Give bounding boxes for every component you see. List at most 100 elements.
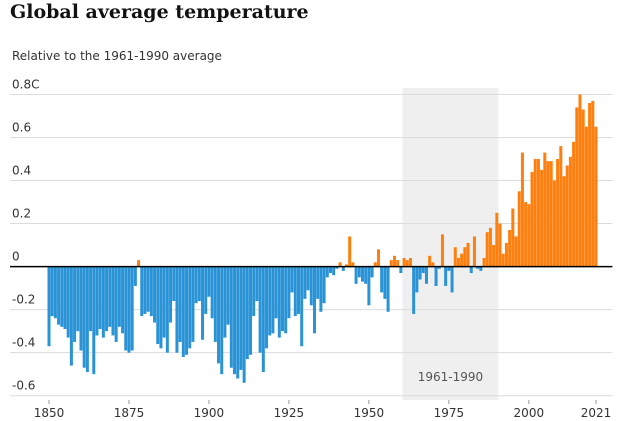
bar bbox=[73, 266, 77, 342]
bar bbox=[239, 266, 243, 370]
bar bbox=[412, 266, 416, 314]
bar bbox=[85, 266, 89, 373]
bar bbox=[204, 266, 208, 314]
bar bbox=[437, 266, 441, 269]
chart-title: Global average temperature bbox=[10, 1, 309, 23]
bar bbox=[524, 202, 528, 267]
bar bbox=[421, 266, 425, 274]
bar bbox=[405, 260, 409, 267]
bar bbox=[482, 257, 486, 267]
bar bbox=[476, 266, 480, 269]
bar bbox=[360, 266, 364, 282]
y-tick-label: -0.6 bbox=[12, 379, 35, 393]
bar bbox=[124, 266, 128, 351]
bar bbox=[354, 266, 358, 284]
bar bbox=[543, 152, 547, 267]
bar bbox=[197, 266, 201, 302]
bar bbox=[527, 204, 531, 267]
bar bbox=[495, 212, 499, 267]
y-tick-label: -0.4 bbox=[12, 336, 35, 350]
bar bbox=[245, 266, 249, 360]
bar bbox=[338, 262, 342, 267]
bar bbox=[149, 266, 153, 317]
bar bbox=[415, 266, 419, 293]
bar bbox=[105, 266, 109, 332]
bar bbox=[466, 242, 470, 267]
bar bbox=[498, 223, 502, 267]
bar bbox=[341, 266, 345, 271]
bar bbox=[98, 266, 102, 329]
bar bbox=[392, 255, 396, 267]
bar bbox=[226, 266, 230, 325]
bar bbox=[322, 266, 326, 304]
bar bbox=[207, 266, 211, 297]
bar bbox=[348, 236, 352, 267]
y-tick-label: -0.2 bbox=[12, 293, 35, 307]
y-tick-label: 0.2 bbox=[12, 207, 31, 221]
bar bbox=[111, 266, 115, 336]
bar bbox=[376, 249, 380, 267]
bar bbox=[153, 266, 157, 323]
bar bbox=[121, 266, 125, 334]
reference-band bbox=[402, 88, 499, 400]
bar bbox=[428, 255, 432, 267]
bar bbox=[297, 266, 301, 314]
bar bbox=[367, 266, 371, 306]
bar bbox=[380, 266, 384, 293]
bar bbox=[146, 266, 150, 312]
bar bbox=[233, 266, 237, 375]
bar bbox=[479, 266, 483, 271]
bar bbox=[364, 266, 368, 284]
bar bbox=[277, 266, 281, 338]
bar bbox=[399, 266, 403, 274]
bar bbox=[520, 152, 524, 267]
bar bbox=[229, 266, 233, 368]
bar bbox=[389, 260, 393, 267]
bar bbox=[578, 94, 582, 267]
bar bbox=[575, 107, 579, 267]
bar bbox=[50, 266, 54, 317]
bar bbox=[588, 103, 592, 267]
bar bbox=[82, 266, 86, 368]
bar bbox=[504, 242, 508, 267]
x-tick-label: 1925 bbox=[274, 406, 305, 420]
bar bbox=[242, 266, 246, 383]
bar bbox=[431, 262, 435, 267]
bar bbox=[303, 266, 307, 299]
bar bbox=[565, 165, 569, 267]
bar bbox=[89, 266, 93, 332]
bar bbox=[424, 266, 428, 284]
bar bbox=[284, 266, 288, 334]
bar bbox=[536, 159, 540, 267]
bar bbox=[287, 266, 291, 319]
bar bbox=[434, 266, 438, 286]
bar bbox=[517, 191, 521, 267]
bar bbox=[463, 247, 467, 267]
bar bbox=[223, 266, 227, 338]
bar bbox=[236, 266, 240, 379]
bar bbox=[328, 266, 332, 274]
bar bbox=[351, 262, 355, 267]
y-tick-label: 0 bbox=[12, 250, 20, 264]
bar bbox=[485, 232, 489, 267]
bar bbox=[57, 266, 61, 325]
x-tick-label: 1875 bbox=[114, 406, 145, 420]
bar bbox=[444, 266, 448, 286]
bar bbox=[76, 266, 80, 332]
bar bbox=[281, 266, 285, 332]
bar bbox=[501, 253, 505, 267]
bar bbox=[101, 266, 105, 338]
bar bbox=[108, 266, 112, 327]
bar bbox=[584, 126, 588, 267]
annotation: 1961-1990 bbox=[418, 370, 483, 384]
bar bbox=[300, 266, 304, 347]
bar bbox=[594, 126, 598, 267]
bar bbox=[201, 266, 205, 340]
bar bbox=[293, 266, 297, 317]
bar bbox=[418, 266, 422, 280]
bar bbox=[373, 262, 377, 267]
bar bbox=[127, 266, 131, 353]
bar bbox=[117, 266, 121, 327]
bar bbox=[79, 266, 83, 351]
bar bbox=[319, 266, 323, 312]
